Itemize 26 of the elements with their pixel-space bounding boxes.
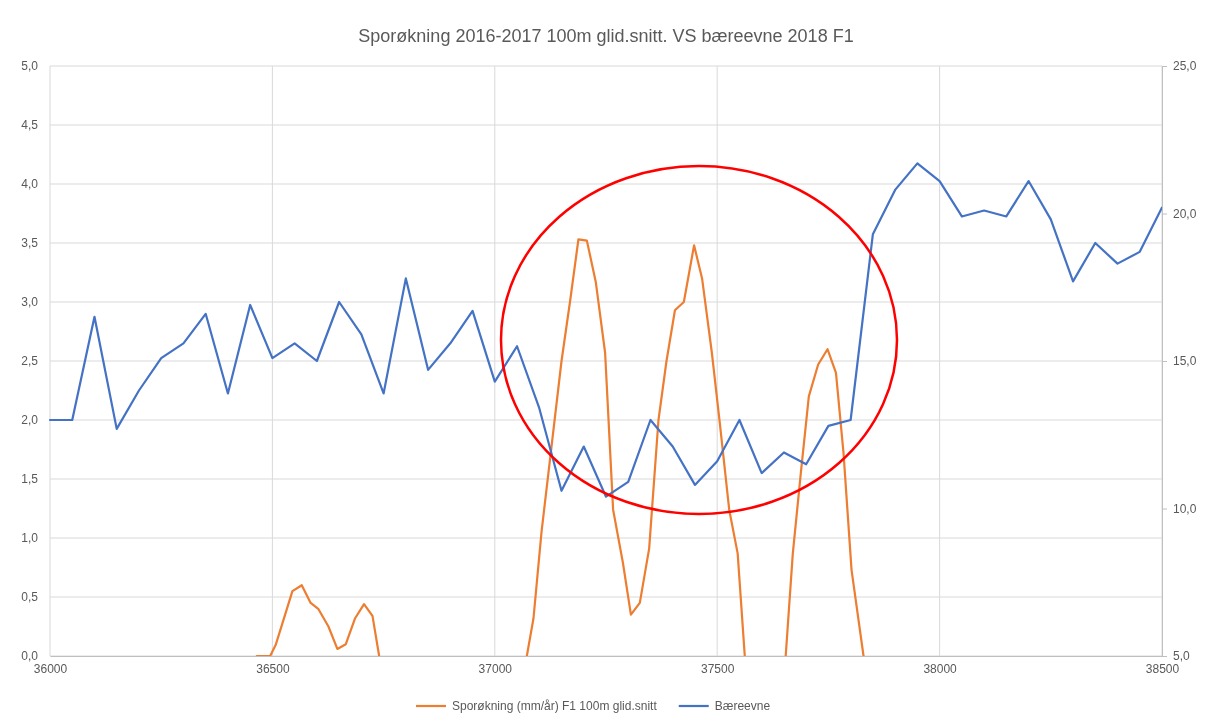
x-tick-label: 36000 xyxy=(33,661,68,676)
x-tick-label: 37500 xyxy=(701,661,735,676)
x-tick-label: 36500 xyxy=(256,661,290,676)
x-tick-label: 38000 xyxy=(923,661,958,676)
y-tick-label: 4,5 xyxy=(21,118,39,133)
y-tick-label: 1,0 xyxy=(21,531,39,546)
chart-title: Sporøkning 2016-2017 100m glid.snitt. VS bæreevne 2018 F1 xyxy=(358,26,854,46)
legend-label: Sporøkning (mm/år) F1 100m glid.snitt xyxy=(452,699,658,713)
line-series xyxy=(48,162,1164,498)
y2-tick-label: 25,0 xyxy=(1173,59,1197,74)
y2-tick-label: 10,0 xyxy=(1173,501,1197,516)
y-tick-label: 3,5 xyxy=(21,236,39,251)
legend-label: Bæreevne xyxy=(714,699,771,713)
y2-tick-label: 5,0 xyxy=(1173,649,1191,664)
y-tick-label: 0,5 xyxy=(21,590,39,605)
y-tick-label: 3,0 xyxy=(21,295,39,310)
x-tick-label: 37000 xyxy=(478,661,513,676)
y2-tick-label: 15,0 xyxy=(1173,354,1197,369)
y-tick-label: 0,0 xyxy=(21,649,39,664)
y-tick-label: 2,0 xyxy=(21,413,39,428)
y-tick-label: 4,0 xyxy=(21,177,39,192)
y-tick-label: 2,5 xyxy=(21,354,39,369)
y-tick-label: 5,0 xyxy=(21,59,39,74)
y2-tick-label: 20,0 xyxy=(1173,206,1197,221)
x-tick-label: 38500 xyxy=(1145,661,1180,676)
y-tick-label: 1,5 xyxy=(21,472,39,487)
